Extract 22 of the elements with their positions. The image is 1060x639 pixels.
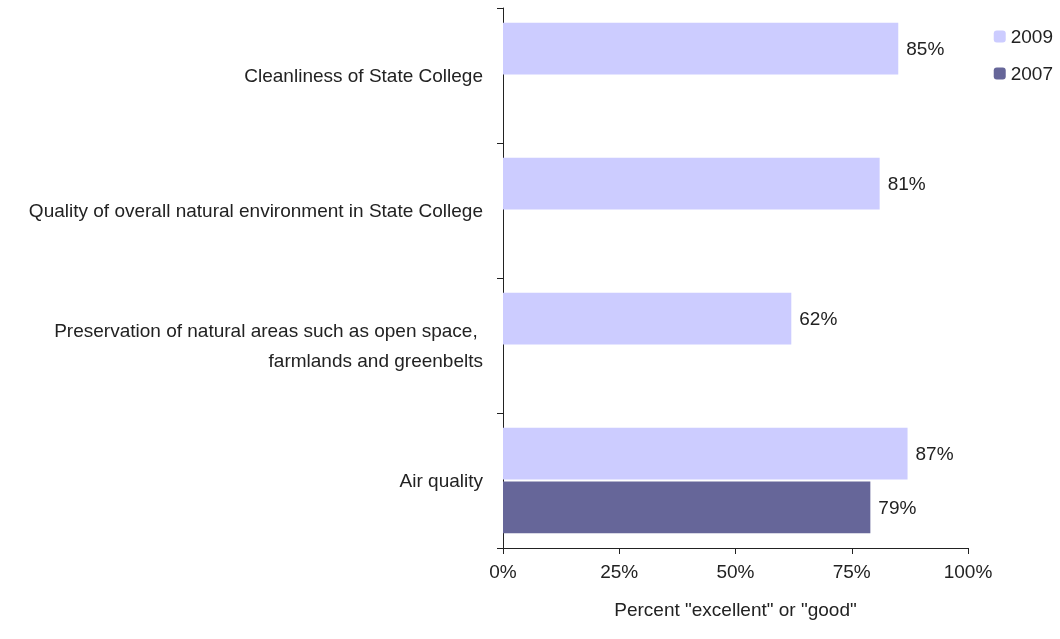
- data-label: 79%: [878, 496, 917, 518]
- bar: [503, 157, 880, 210]
- data-label: 87%: [915, 443, 954, 465]
- data-label: 81%: [887, 173, 926, 195]
- bar: [503, 292, 792, 345]
- x-tick-label: 25%: [600, 561, 639, 582]
- x-tick-label: 75%: [832, 561, 871, 582]
- x-axis-title: Percent "excellent" or "good": [614, 599, 857, 620]
- bar: [503, 481, 871, 534]
- legend-label: 2009: [1010, 26, 1054, 47]
- y-tick-label: Air quality: [399, 470, 484, 491]
- data-label: 85%: [906, 38, 945, 60]
- y-tick-label: Cleanliness of State College: [244, 65, 483, 86]
- bar: [503, 22, 899, 75]
- x-tick-label: 50%: [716, 561, 755, 582]
- y-tick-label: Quality of overall natural environment in State College: [28, 200, 483, 221]
- legend-label: 2007: [1010, 63, 1054, 84]
- x-tick-label: 100%: [943, 561, 993, 582]
- x-tick-label: 0%: [489, 561, 517, 582]
- y-tick-label: Preservation of natural areas such as open space, farmlands and greenbelts: [54, 320, 483, 371]
- data-label: 62%: [799, 308, 838, 330]
- bar: [503, 427, 908, 480]
